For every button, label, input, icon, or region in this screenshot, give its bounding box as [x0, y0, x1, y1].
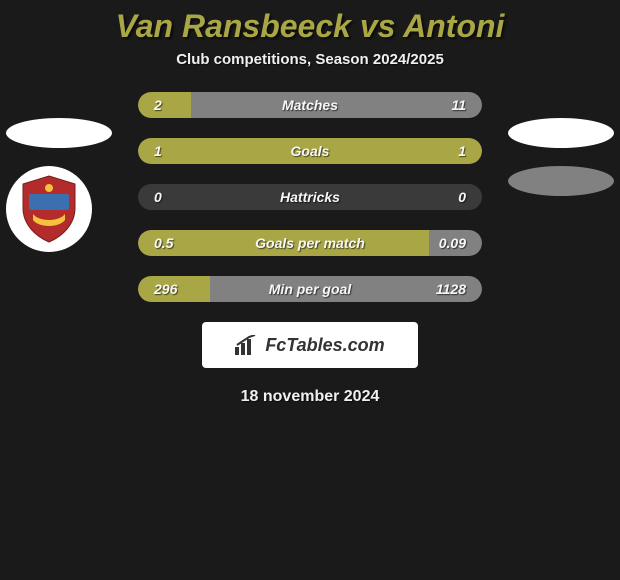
- stat-bar-list: 2Matches11 1Goals1 0Hattricks0 0.5Goals per…: [138, 92, 482, 302]
- brand-text: FcTables.com: [265, 335, 384, 356]
- comparison-card: Van Ransbeeck vs Antoni Club competition…: [0, 0, 620, 406]
- stat-bar: 0Hattricks0: [138, 184, 482, 210]
- stat-bar: 296Min per goal1128: [138, 276, 482, 302]
- bar-right-value: 11: [451, 92, 466, 118]
- chart-icon: [235, 335, 257, 355]
- bar-label: Min per goal: [138, 276, 482, 302]
- bar-right-value: 0: [458, 184, 466, 210]
- stat-bar: 0.5Goals per match0.09: [138, 230, 482, 256]
- left-player-badge: [6, 166, 92, 252]
- page-title: Van Ransbeeck vs Antoni: [0, 0, 620, 45]
- right-player-block: [508, 118, 614, 214]
- bar-right-value: 0.09: [439, 230, 466, 256]
- stat-bar: 1Goals1: [138, 138, 482, 164]
- bar-label: Goals per match: [138, 230, 482, 256]
- left-player-avatar-placeholder: [6, 118, 112, 148]
- bar-right-value: 1: [458, 138, 466, 164]
- card-date: 18 november 2024: [0, 388, 620, 406]
- right-player-badge-placeholder: [508, 166, 614, 196]
- stat-bar: 2Matches11: [138, 92, 482, 118]
- right-player-avatar-placeholder: [508, 118, 614, 148]
- bar-label: Goals: [138, 138, 482, 164]
- bar-label: Matches: [138, 92, 482, 118]
- shield-icon: [19, 174, 79, 244]
- bar-right-value: 1128: [436, 276, 466, 302]
- page-subtitle: Club competitions, Season 2024/2025: [0, 51, 620, 68]
- bar-label: Hattricks: [138, 184, 482, 210]
- brand-box: FcTables.com: [202, 322, 418, 368]
- left-player-block: [6, 118, 112, 252]
